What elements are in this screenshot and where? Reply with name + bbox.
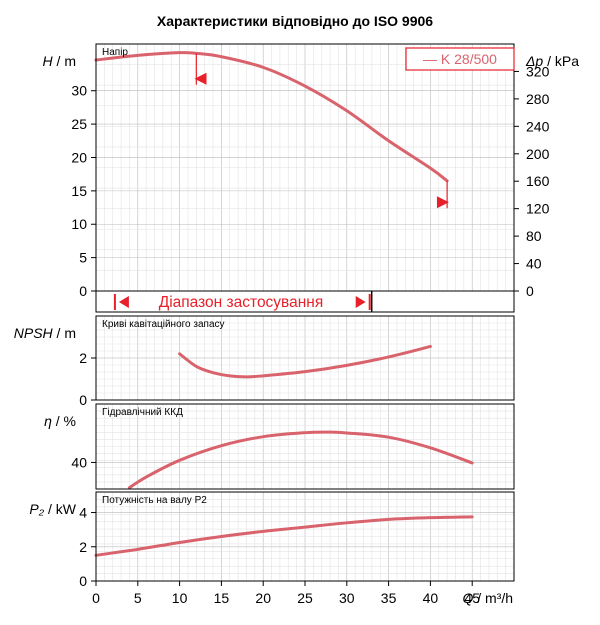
- min-flow-marker: [194, 72, 207, 85]
- right-tick-label: 0: [526, 283, 534, 299]
- right-tick-label: 160: [526, 173, 550, 189]
- series-line-power: [94, 515, 474, 557]
- right-tick-label: 320: [526, 63, 550, 79]
- y-axis-label: η / %: [44, 413, 76, 429]
- y-axis-label: P₂ / kW: [29, 501, 76, 517]
- legend-label: — K 28/500: [423, 51, 497, 67]
- series-line-efficiency: [127, 430, 474, 490]
- panel-title: Криві кавітаційного запасу: [102, 319, 225, 330]
- range-band: [95, 290, 515, 313]
- panel-title: Гідравлічний ККД: [102, 407, 183, 418]
- curve-layer: [94, 51, 474, 557]
- x-axis-label: Q / m³/h: [462, 590, 513, 606]
- x-tick-label: 40: [423, 590, 439, 606]
- y-tick-label: 0: [79, 392, 87, 408]
- range-end-arrow: [355, 296, 366, 308]
- y-tick-label: 2: [79, 539, 87, 555]
- y-tick-label: 30: [71, 83, 87, 99]
- series-line-npsh: [178, 344, 432, 379]
- x-tick-label: 25: [297, 590, 313, 606]
- panel-title: Потужність на валу P2: [102, 495, 207, 506]
- x-tick-label: 0: [92, 590, 100, 606]
- x-axis: 0 5 10 15 20 25 30 35 40 45Q / m³/h: [92, 581, 513, 606]
- legend-box: [405, 47, 515, 71]
- right-tick-label: 40: [526, 256, 542, 272]
- x-tick-label: 20: [255, 590, 271, 606]
- chart-title: Характеристики відповідно до ISO 9906: [157, 13, 433, 29]
- x-tick-label: 5: [134, 590, 142, 606]
- max-flow-marker: [436, 196, 449, 209]
- right-tick-label: 280: [526, 91, 550, 107]
- right-axis-label: Δp / kPa: [525, 53, 579, 69]
- y-tick-label: 40: [71, 454, 87, 470]
- y-tick-label: 20: [71, 149, 87, 165]
- y-tick-label: 0: [79, 283, 87, 299]
- range-label: Діапазон застосування: [159, 294, 324, 311]
- y-tick-label: 25: [71, 116, 87, 132]
- x-tick-label: 10: [172, 590, 188, 606]
- range-markers: [113, 291, 373, 312]
- x-tick-label: 45: [464, 590, 480, 606]
- y-axis-label: NPSH / m: [14, 325, 76, 341]
- y-axis-label: H / m: [43, 53, 76, 69]
- right-tick-label: 200: [526, 146, 550, 162]
- x-tick-label: 30: [339, 590, 355, 606]
- panel-frame: [95, 403, 515, 490]
- right-tick-label: 120: [526, 201, 550, 217]
- right-tick-label: 80: [526, 228, 542, 244]
- y-tick-label: 10: [71, 216, 87, 232]
- y-tick-label: 5: [79, 250, 87, 266]
- y-tick-label: 2: [79, 350, 87, 366]
- x-tick-label: 15: [214, 590, 230, 606]
- x-tick-label: 35: [381, 590, 397, 606]
- range-start-arrow: [118, 296, 129, 308]
- y-tick-label: 4: [79, 505, 87, 521]
- y-tick-label: 0: [79, 573, 87, 589]
- y-tick-label: 15: [71, 183, 87, 199]
- right-tick-label: 240: [526, 118, 550, 134]
- panel-title: Напір: [102, 47, 128, 58]
- series-line-head: [94, 51, 449, 183]
